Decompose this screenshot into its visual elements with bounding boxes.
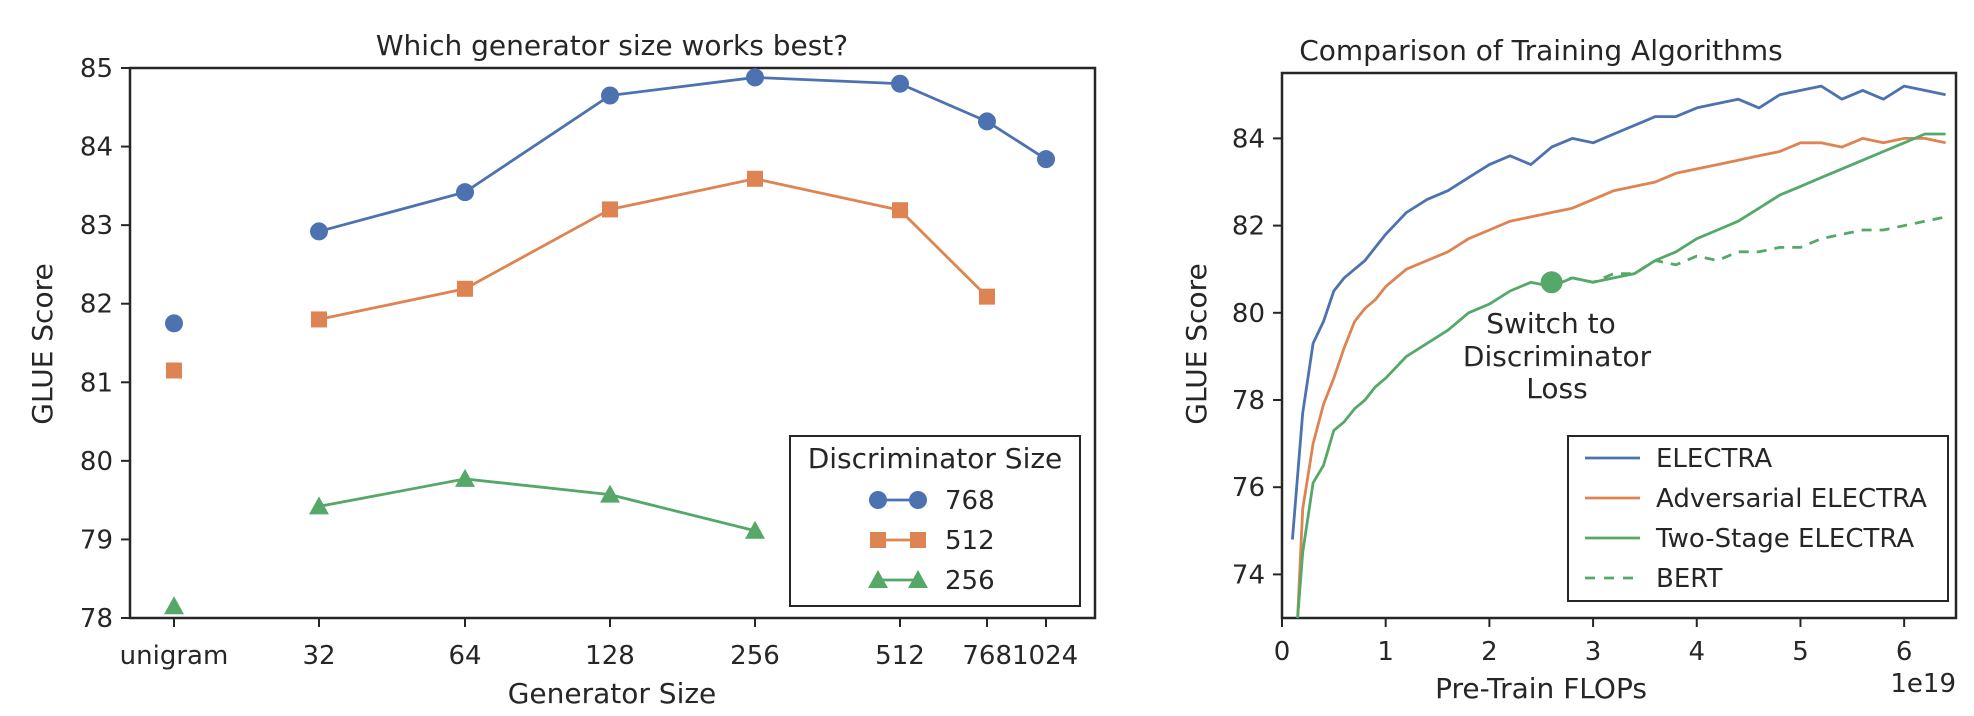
data-point-768 <box>601 86 619 105</box>
switch-annotation: Switch to Discriminator Loss <box>1463 307 1652 405</box>
x-tick-label: 4 <box>1688 637 1705 667</box>
data-point-256 <box>455 468 475 487</box>
y-tick-label: 76 <box>1232 473 1265 503</box>
legend-marker-256 <box>908 570 928 588</box>
series-line-256 <box>318 477 756 533</box>
left-axes-frame <box>128 66 1097 620</box>
legend-label: Adversarial ELECTRA <box>1656 484 1927 514</box>
legend-marker-768 <box>869 491 887 509</box>
data-point-768 <box>746 68 764 87</box>
legend-label: Two-Stage ELECTRA <box>1655 524 1914 554</box>
x-tick-label: 512 <box>875 641 925 671</box>
series-line-512 <box>318 177 988 321</box>
x-tick-label: 6 <box>1896 637 1913 667</box>
x-tick-label: 768 <box>962 641 1012 671</box>
x-tick-label: 2 <box>1481 637 1498 667</box>
x-tick-label: 5 <box>1792 637 1809 667</box>
annotation-line-3: Loss <box>1526 372 1587 405</box>
y-tick-label: 84 <box>80 133 113 163</box>
data-point-512 <box>747 170 763 187</box>
left-plot-area: unigram 32 64 128 256 512 768 10247879808182838… <box>80 54 1097 671</box>
legend-label-768: 768 <box>945 486 995 516</box>
left-legend-box <box>789 435 1081 607</box>
x-tick-label: 256 <box>730 641 780 671</box>
right-x-axis-label: Pre-Train FLOPs <box>1435 672 1647 705</box>
y-tick-label: 80 <box>1232 299 1265 329</box>
legend-label: BERT <box>1656 564 1722 594</box>
data-point-512 <box>892 202 908 219</box>
x-tick-label: unigram <box>120 641 229 671</box>
y-tick-label: 78 <box>80 604 113 634</box>
right-legend: ELECTRA Adversarial ELECTRA Two-Stage ELEC… <box>1567 435 1949 602</box>
right-legend-box <box>1567 435 1949 602</box>
left-x-axis-label: Generator Size <box>508 677 717 710</box>
switch-point <box>1540 271 1563 294</box>
left-chart: Which generator size works best? Generat… <box>26 29 1097 710</box>
data-point-512 <box>979 288 995 305</box>
data-point-512 <box>311 311 327 328</box>
x-tick-label: 0 <box>1274 637 1291 667</box>
y-tick-label: 80 <box>80 447 113 477</box>
y-tick-label: 84 <box>1232 124 1265 154</box>
x-tick-label: 1024 <box>1012 641 1078 671</box>
x-tick-label: 64 <box>448 641 481 671</box>
left-legend: Discriminator Size 768 512 256 <box>789 435 1081 607</box>
data-point-768 <box>165 314 183 333</box>
x-tick-label: 1 <box>1377 637 1394 667</box>
left-chart-title: Which generator size works best? <box>376 29 848 62</box>
data-point-768 <box>456 183 474 202</box>
data-point-256 <box>164 596 184 615</box>
y-tick-label: 78 <box>1232 386 1265 416</box>
legend-label: ELECTRA <box>1656 444 1772 474</box>
legend-label-256: 256 <box>945 566 995 596</box>
data-point-256 <box>745 520 765 539</box>
right-axes-frame <box>1280 71 1958 620</box>
x-tick-label: 3 <box>1585 637 1602 667</box>
data-point-768 <box>891 74 909 93</box>
left-y-axis-label: GLUE Score <box>26 263 59 424</box>
legend-marker-256 <box>868 570 888 588</box>
data-point-512 <box>602 201 618 218</box>
legend-marker-768 <box>909 491 927 509</box>
legend-label-512: 512 <box>945 526 995 556</box>
series-line-768 <box>318 76 1047 233</box>
right-y-axis-label: GLUE Score <box>1180 263 1213 424</box>
data-point-512 <box>166 362 182 379</box>
y-tick-label: 82 <box>80 290 113 320</box>
right-chart: Comparison of Training Algorithms Pre-Tr… <box>1180 34 1958 705</box>
y-tick-label: 79 <box>80 525 113 555</box>
x-axis-multiplier: 1e19 <box>1890 669 1956 699</box>
y-tick-label: 81 <box>80 368 113 398</box>
data-point-256 <box>309 496 329 515</box>
x-tick-label: 32 <box>302 641 335 671</box>
y-tick-label: 82 <box>1232 212 1265 242</box>
series-line-electra <box>1291 84 1946 540</box>
data-point-256 <box>600 484 620 503</box>
y-tick-label: 83 <box>80 211 113 241</box>
legend-marker-512 <box>910 532 926 548</box>
x-tick-label: 128 <box>585 641 635 671</box>
left-legend-title: Discriminator Size <box>808 442 1063 475</box>
annotation-line-1: Switch to <box>1486 307 1616 340</box>
series-line-bert <box>1551 215 1946 284</box>
y-tick-label: 74 <box>1232 560 1265 590</box>
data-point-768 <box>1037 150 1055 169</box>
y-tick-label: 85 <box>80 54 113 84</box>
right-chart-title: Comparison of Training Algorithms <box>1299 34 1783 67</box>
data-point-768 <box>310 222 328 241</box>
data-point-512 <box>457 280 473 297</box>
series-line-adversarial-electra <box>1296 137 1946 619</box>
annotation-line-2: Discriminator <box>1463 340 1652 373</box>
data-point-768 <box>978 112 996 131</box>
right-plot-area: 0 1 2 3 4 5 6 74 76 78 80 82 84 <box>1232 71 1958 667</box>
legend-marker-512 <box>870 532 886 548</box>
